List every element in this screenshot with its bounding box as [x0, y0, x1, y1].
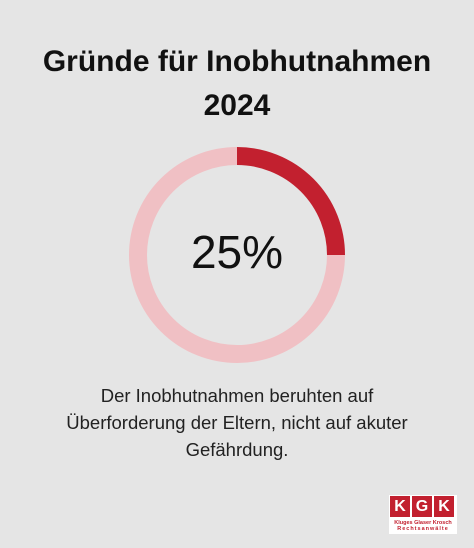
- donut-slice-highlight: [236, 147, 345, 256]
- logo-letter-g: G: [412, 496, 432, 517]
- logo-letters: K G K: [390, 496, 454, 517]
- chart-title-line1: Gründe für Inobhutnahmen: [42, 45, 432, 78]
- donut-slice-rest: [129, 147, 345, 363]
- caption-line1: Der Inobhutnahmen beruhten auf: [100, 385, 374, 406]
- chart-title: Gründe für Inobhutnahmen 2024: [0, 40, 474, 128]
- logo-letter-k1: K: [390, 496, 410, 517]
- logo-letter-k2: K: [434, 496, 454, 517]
- chart-caption: Der Inobhutnahmen beruhten auf Überforde…: [40, 382, 434, 463]
- kgk-logo: K G K Kluges Glaser Krosch Rechtsanwälte: [389, 495, 457, 534]
- center-percent-label: 25%: [190, 226, 284, 278]
- chart-title-line2: 2024: [203, 89, 271, 122]
- caption-line3: Gefährdung.: [185, 439, 289, 460]
- caption-line2: Überforderung der Eltern, nicht auf akut…: [66, 412, 408, 433]
- logo-subtitle: Rechtsanwälte: [397, 526, 449, 532]
- logo-firm-names: Kluges Glaser Krosch: [394, 520, 452, 526]
